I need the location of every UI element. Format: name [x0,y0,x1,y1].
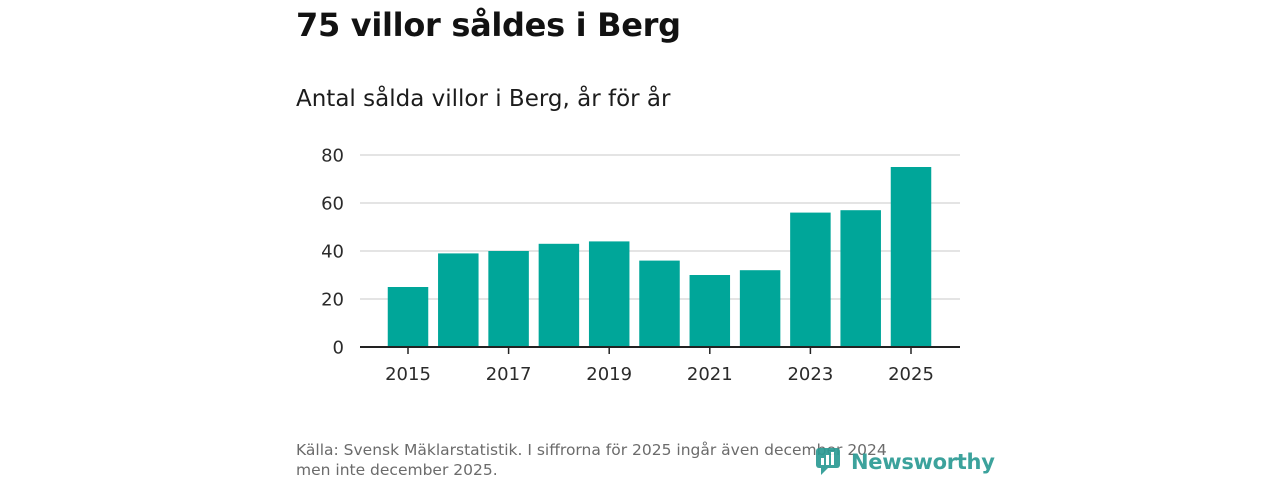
bar-2023 [790,212,831,347]
x-tick-label-2021: 2021 [687,364,733,385]
bars [387,167,932,347]
bar-2022 [739,270,781,347]
y-tick-label-80: 80 [321,146,344,167]
axes: 0 20 40 60 80 2015 2017 2019 2021 2023 2025 [321,146,960,385]
source-line-1: Källa: Svensk Mäklarstatistik. I siffror… [296,441,887,459]
bar-2020 [639,260,680,347]
y-tick-label-40: 40 [321,242,344,263]
y-tick-label-0: 0 [333,338,344,359]
source-line-2: men inte december 2025. [296,461,498,479]
x-tick-label-2023: 2023 [787,364,833,385]
bar-2021 [689,275,731,347]
x-tick-label-2025: 2025 [888,364,934,385]
bar-2016 [438,253,479,347]
chart-subtitle: Antal sålda villor i Berg, år för år [296,86,671,112]
bar-2019 [588,241,630,347]
y-tick-label-20: 20 [321,290,344,311]
y-tick-label-60: 60 [321,194,344,215]
brand-logo: Newsworthy [815,445,995,479]
bar-2024 [840,210,881,347]
x-tick-label-2017: 2017 [486,364,532,385]
chart-title: 75 villor såldes i Berg [296,6,681,44]
x-tick-label-2019: 2019 [586,364,632,385]
bar-2015 [387,287,429,347]
source-note: Källa: Svensk Mäklarstatistik. I siffror… [296,440,887,480]
bar-2025 [890,167,932,347]
newsworthy-logo-icon [816,448,840,475]
brand-name: Newsworthy [851,450,995,474]
bar-2017 [488,251,529,347]
bar-2018 [538,243,580,347]
x-tick-label-2015: 2015 [385,364,431,385]
